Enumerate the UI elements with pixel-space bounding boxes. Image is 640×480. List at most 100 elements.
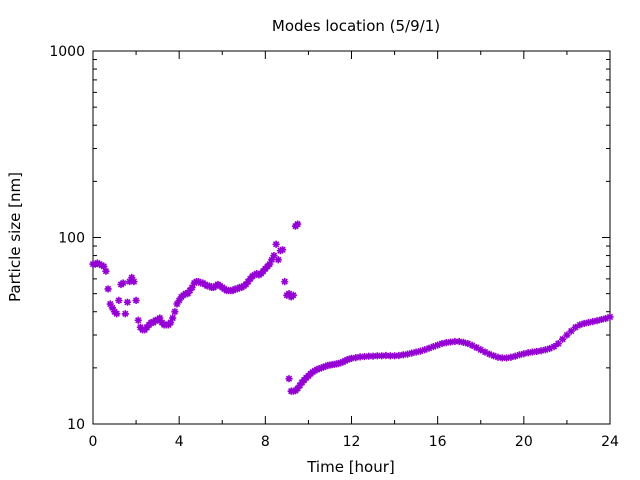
data-point [270,251,278,260]
data-point [546,344,554,353]
data-point [281,278,289,286]
data-point [429,343,437,351]
data-point [533,347,541,356]
data-point [274,256,282,264]
data-point [408,349,416,357]
x-tick-label: 16 [429,434,447,450]
data-point [126,278,134,286]
data-points [89,220,614,395]
data-point [442,339,450,347]
data-point [108,304,116,312]
data-point [503,354,511,362]
data-point [421,346,429,354]
data-point [175,296,183,304]
data-point [130,278,138,286]
x-tick-label: 4 [175,434,184,450]
data-point [511,352,519,360]
ticks: 0 4 8 12 16 20 24 10 100 1000 [49,44,619,450]
data-point [104,285,112,293]
data-point [472,343,481,352]
data-point [378,352,386,360]
data-point [373,352,381,360]
y-tick-label: 10 [67,417,85,433]
data-point [464,339,472,348]
data-point [278,246,287,254]
data-point [156,314,164,322]
data-point [188,283,196,292]
x-tick-label: 0 [89,434,98,450]
data-point [485,350,493,358]
data-point [515,351,524,359]
data-point [186,286,194,295]
data-point [576,321,584,329]
data-point [468,341,476,349]
data-point [524,349,532,357]
data-point [356,353,364,361]
data-point [382,351,390,360]
data-point [584,318,593,327]
y-axis-label: Particle size [nm] [6,172,24,302]
data-point [100,262,108,270]
data-point [550,343,558,351]
data-point [416,347,425,355]
data-point [128,273,136,282]
data-point [121,310,129,318]
data-point [593,317,601,325]
data-point [602,314,610,323]
data-point [272,240,280,248]
data-point [365,352,373,360]
data-point [106,300,114,308]
data-point [132,296,140,304]
x-tick-label: 24 [601,434,619,450]
data-point [490,352,498,360]
data-point [425,344,433,352]
data-point [459,338,468,346]
data-point [134,316,142,324]
data-point [528,348,537,356]
data-point [494,353,502,361]
data-point [386,352,394,360]
data-point [498,354,506,362]
data-point [597,315,605,324]
data-point [315,365,323,373]
data-point [276,247,285,255]
data-point [184,290,192,298]
data-point [567,327,575,335]
data-point [589,318,597,326]
data-point [266,260,274,268]
data-point [520,350,528,358]
data-point [169,314,177,322]
data-point [541,346,549,354]
data-point [294,384,302,393]
data-point [390,352,399,360]
data-point [399,351,407,359]
data-point [115,296,123,304]
data-point [481,348,489,356]
x-axis-label: Time [hour] [306,458,395,476]
y-tick-label: 100 [58,231,85,247]
data-point [369,352,377,360]
data-point [285,375,293,383]
data-point [166,318,175,327]
data-point [395,351,403,360]
data-point [434,341,442,349]
y-tick-label: 1000 [49,44,85,60]
data-point [412,348,420,356]
data-point [438,339,446,348]
data-point [285,290,293,298]
data-point [554,339,562,348]
data-point [537,347,545,355]
data-point [171,308,179,316]
data-point [580,319,588,328]
x-tick-label: 12 [343,434,361,450]
data-point [294,220,302,228]
data-point [313,365,321,374]
data-point [455,337,463,346]
data-point [268,256,276,264]
data-point [102,267,110,275]
data-point [347,354,356,362]
data-point [360,352,369,361]
data-point [446,338,455,346]
chart-title: Modes location (5/9/1) [272,17,440,35]
